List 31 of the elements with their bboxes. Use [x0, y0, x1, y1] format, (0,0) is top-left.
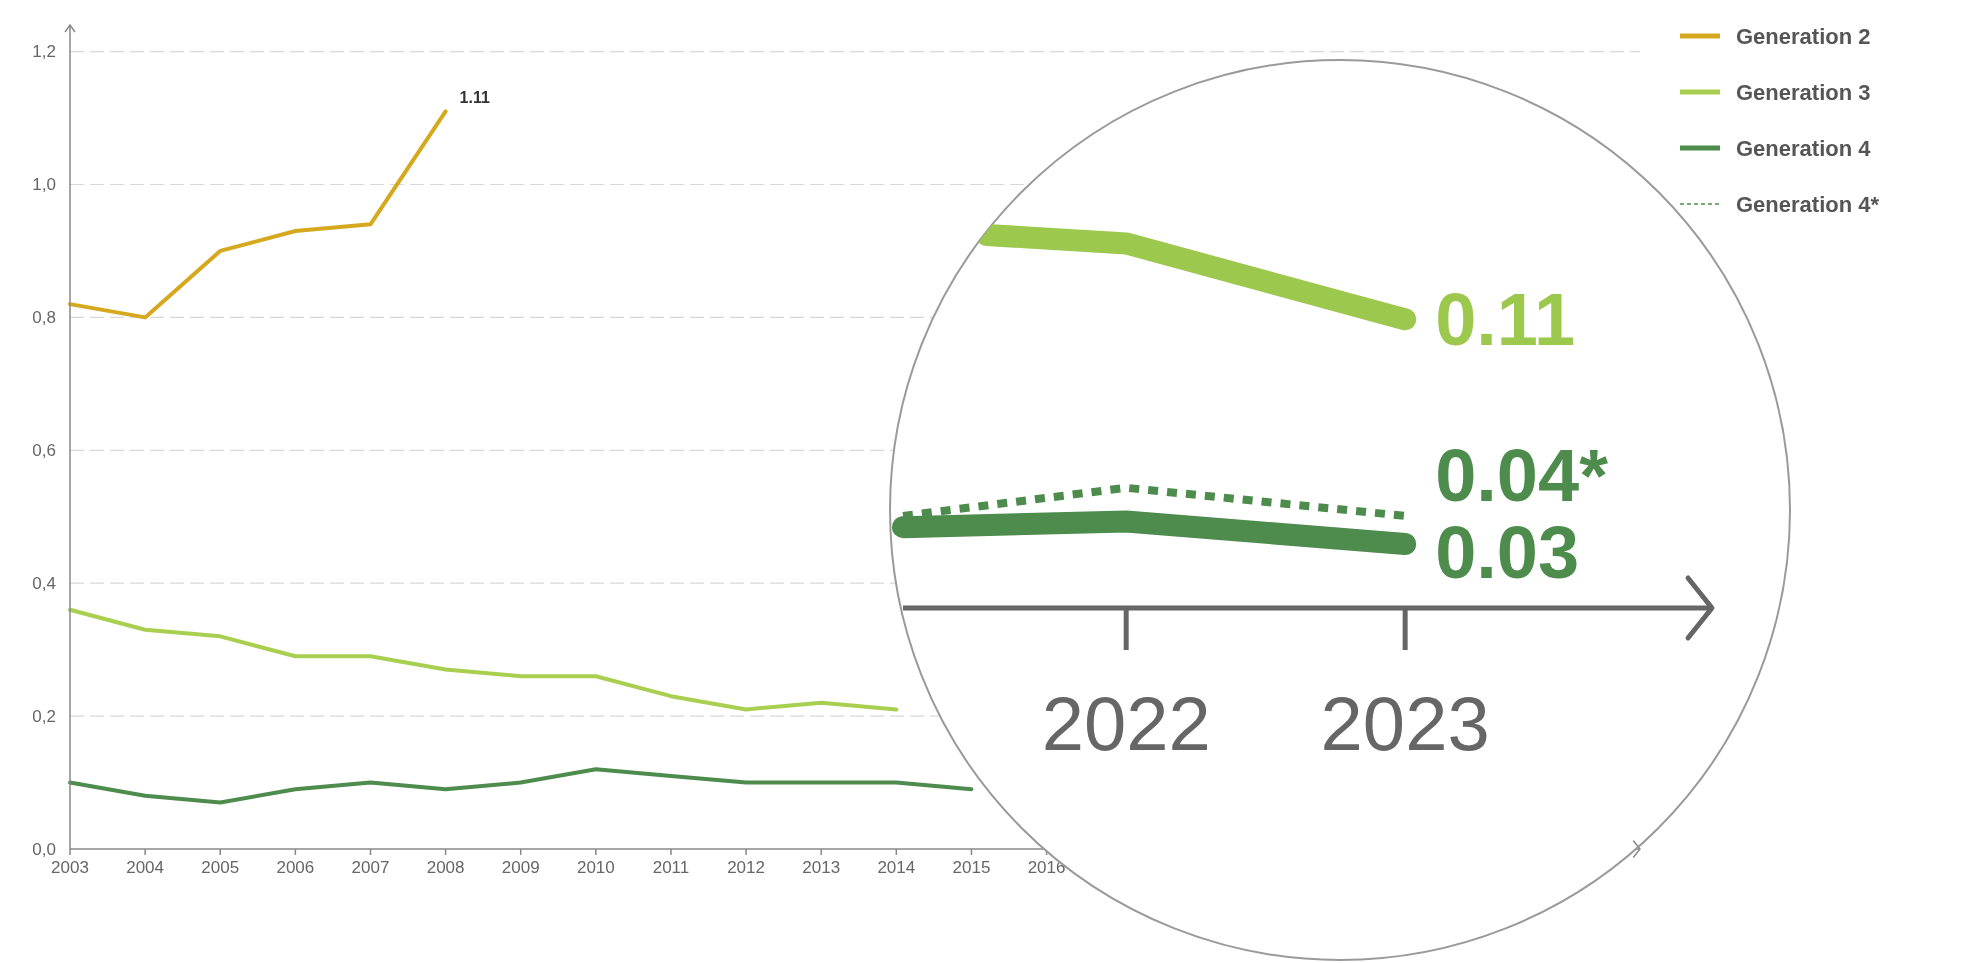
line-series [68, 607, 899, 712]
x-tick-label: 2009 [501, 858, 540, 877]
x-tick-label: 2003 [51, 858, 89, 877]
x-tick-label: 2005 [201, 858, 240, 877]
x-tick-label: 2022 [1041, 681, 1211, 766]
legend-label: Generation 4* [1736, 191, 1880, 217]
y-tick-label: 1,2 [32, 42, 56, 62]
line-series [68, 109, 448, 320]
legend-label: Generation 2 [1736, 23, 1871, 49]
y-tick-label: 1,0 [32, 174, 56, 194]
x-tick-label: 2004 [126, 858, 165, 877]
y-tick-label: 0,6 [32, 440, 56, 460]
x-tick-label: 2012 [727, 858, 765, 877]
y-tick-label: 0,4 [32, 573, 56, 593]
x-tick-label: 2013 [802, 858, 841, 877]
y-tick-label: 0,0 [32, 839, 56, 859]
x-tick-label: 2010 [576, 858, 615, 877]
x-tick-label: 2015 [952, 858, 991, 877]
x-tick-label: 2006 [276, 858, 315, 877]
line-series [68, 767, 974, 805]
data-label: 0.11 [1435, 277, 1576, 361]
legend-label: Generation 3 [1736, 79, 1871, 105]
x-tick-label: 2011 [652, 858, 690, 877]
x-tick-label: 2014 [877, 858, 916, 877]
y-tick-label: 0,8 [32, 307, 56, 327]
data-label: 1.11 [459, 88, 490, 106]
x-tick-label: 2008 [426, 858, 465, 877]
y-tick-label: 0,2 [32, 706, 56, 726]
x-tick-label: 2023 [1320, 681, 1490, 766]
legend-label: Generation 4 [1736, 135, 1872, 161]
x-tick-label: 2007 [351, 858, 390, 877]
